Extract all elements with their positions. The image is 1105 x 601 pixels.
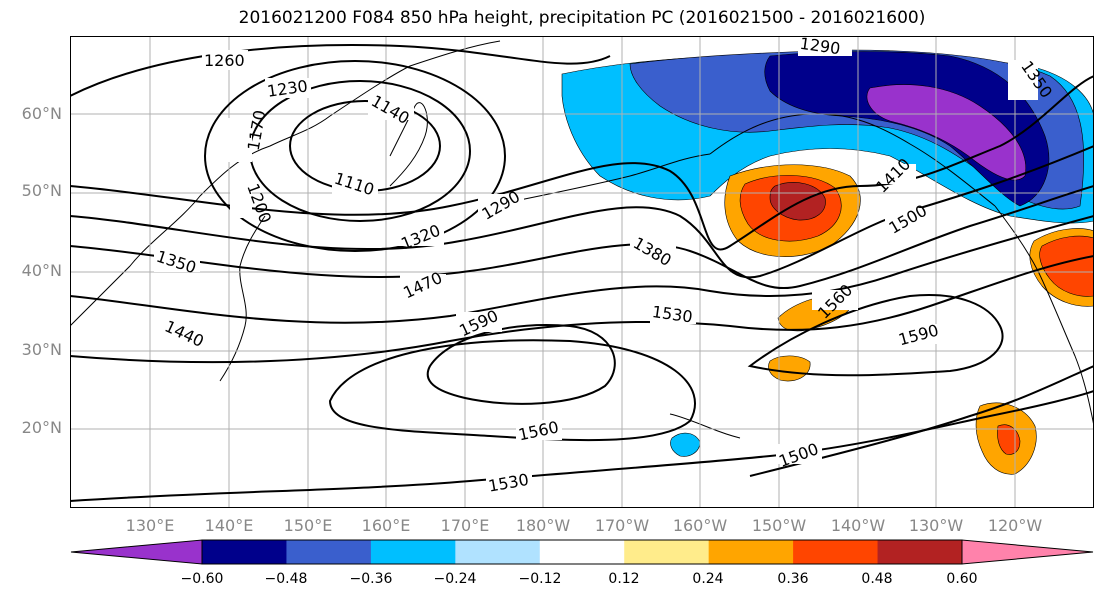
colorbar-segment <box>793 540 879 564</box>
colorbar-tick-label: −0.12 <box>518 571 562 587</box>
colorbar-segment <box>370 540 456 564</box>
colorbar-segment <box>624 540 710 564</box>
lon-label-130e: 130°E <box>125 516 175 535</box>
coast-hawaii <box>669 413 741 439</box>
map-panel: 1260 1230 1170 1140 1110 1200 1290 1320 … <box>70 36 1094 508</box>
precip-negative-strongest <box>866 84 1027 181</box>
lat-label-30n: 30°N <box>21 340 62 359</box>
contour-low-ring-3 <box>204 60 506 252</box>
contour-1440 <box>70 215 1094 324</box>
graticule <box>70 36 1094 508</box>
coast-kamchatka <box>389 102 428 187</box>
lon-label-170e: 170°E <box>440 516 490 535</box>
contour-1350 <box>70 185 1094 290</box>
contour-1590 <box>426 324 616 405</box>
colorbar-segment <box>539 540 625 564</box>
contour-1590-east <box>747 294 1004 377</box>
precip-positive-hawaii-east-core <box>997 424 1021 455</box>
lon-label-180w: 180°W <box>515 516 571 535</box>
lon-label-160w: 160°W <box>672 516 728 535</box>
colorbar-tick-label: 0.24 <box>692 571 724 587</box>
precip-positive-california-core <box>1039 235 1094 297</box>
contour-1560 <box>328 339 696 442</box>
lon-label-140w: 140°W <box>830 516 886 535</box>
precip-negative-dark <box>764 51 1050 207</box>
coast-aleutians <box>489 153 711 207</box>
contour-1290 <box>70 75 1094 251</box>
colorbar-segment <box>877 540 963 564</box>
colorbar <box>70 539 1094 565</box>
colorbar-tick-label: 0.60 <box>946 571 978 587</box>
colorbar-tick-label: −0.48 <box>264 571 308 587</box>
colorbar-tick-label: −0.36 <box>349 571 393 587</box>
lon-label-120w: 120°W <box>987 516 1043 535</box>
lat-label-40n: 40°N <box>21 261 62 280</box>
colorbar-tick-label: 0.36 <box>777 571 809 587</box>
contour-label-layer: 1260 1230 1170 1140 1110 1200 1290 1320 … <box>154 36 1056 496</box>
colorbar-tick-label: 0.12 <box>608 571 640 587</box>
lon-label-170w: 170°W <box>594 516 650 535</box>
coast-alaska <box>709 113 996 207</box>
colorbar-extend-low <box>71 540 202 564</box>
contour-1530-south <box>70 390 1094 502</box>
contour-label: 1290 <box>799 36 842 58</box>
colorbar-tick-label: −0.24 <box>433 571 477 587</box>
colorbar-segment <box>455 540 541 564</box>
colorbar-segment <box>202 540 287 564</box>
lon-label-130w: 130°W <box>908 516 964 535</box>
lat-label-60n: 60°N <box>21 104 62 123</box>
coast-asia-mainland <box>70 40 501 327</box>
colorbar-segments <box>71 540 1093 564</box>
lat-label-50n: 50°N <box>21 181 62 200</box>
contour-1260 <box>70 44 611 97</box>
precip-shading <box>561 49 1094 475</box>
colorbar-extend-high <box>962 540 1093 564</box>
lat-label-20n: 20°N <box>21 418 62 437</box>
colorbar-segment <box>708 540 794 564</box>
map-title: 2016021200 F084 850 hPa height, precipit… <box>238 8 926 28</box>
lon-label-150e: 150°E <box>283 516 333 535</box>
lon-label-160e: 160°E <box>361 516 411 535</box>
colorbar-segment <box>286 540 372 564</box>
contour-label: 1260 <box>204 51 245 70</box>
map-frame <box>70 36 1094 508</box>
lon-label-140e: 140°E <box>204 516 254 535</box>
colorbar-tick-label: 0.48 <box>861 571 893 587</box>
precip-negative-hawaii <box>670 432 701 457</box>
lon-label-150w: 150°W <box>751 516 807 535</box>
colorbar-tick-label: −0.60 <box>180 571 224 587</box>
